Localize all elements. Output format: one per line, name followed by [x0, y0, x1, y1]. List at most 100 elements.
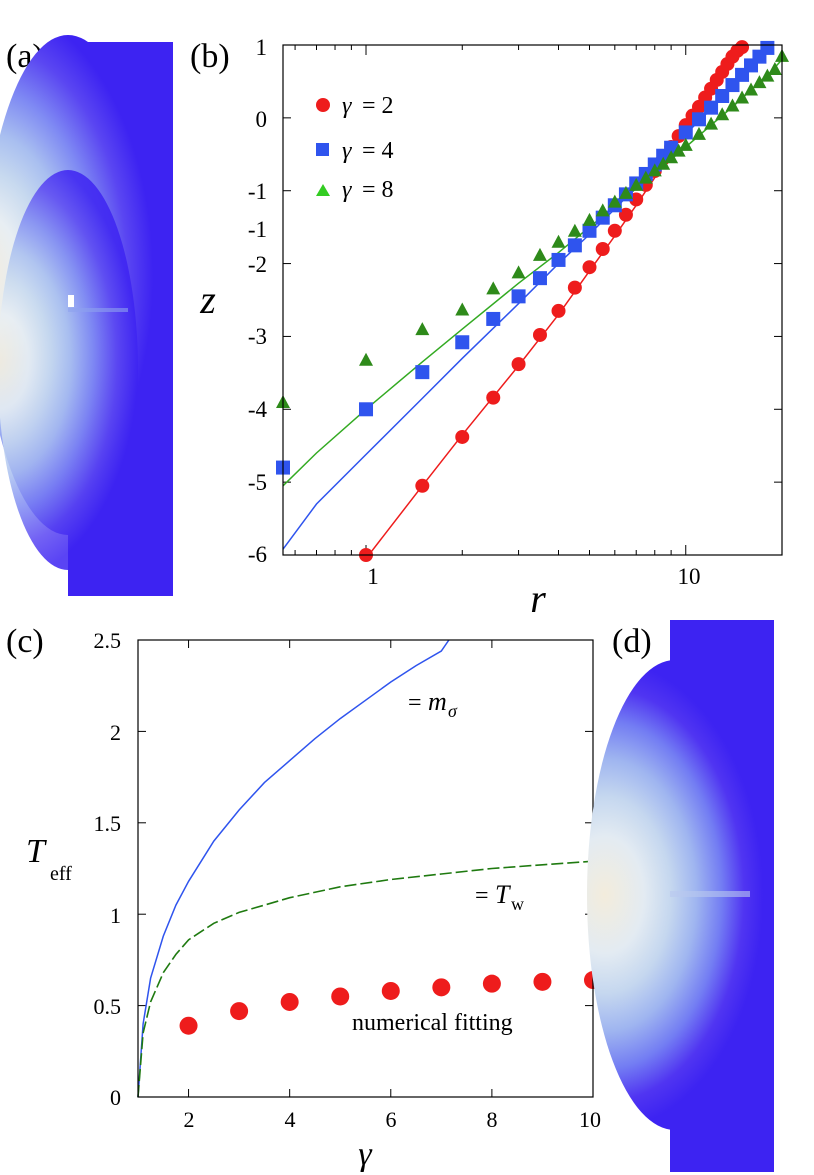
b-point-gamma4: [715, 89, 730, 103]
c-label-tw-sym: T: [495, 880, 511, 909]
b-point-gamma2: [607, 223, 622, 238]
b-point-gamma4: [760, 40, 775, 55]
c-ylabel: T: [26, 833, 47, 870]
c-ytick-label: 1: [110, 903, 121, 928]
b-ytick-label: -2: [248, 252, 267, 277]
b-point-gamma8: [704, 116, 719, 130]
panel-a: (a): [0, 35, 173, 596]
b-ytick-label: -6: [248, 542, 267, 567]
panel-c: (c) 2.5 2 1.5 1 0.5 0 2 4 6 8 10 γ T eff…: [6, 623, 602, 1173]
b-point-gamma8: [744, 82, 759, 96]
c-xtick-label: 10: [579, 1107, 601, 1132]
c-xlabel: γ: [358, 1136, 373, 1173]
b-point-gamma8: [656, 156, 671, 170]
legend-gamma-value: = 2: [362, 93, 394, 119]
b-ytick-label: 1: [256, 35, 268, 60]
b-point-gamma4: [359, 402, 374, 417]
b-fit-line-3: [282, 59, 783, 487]
chart-b: [276, 40, 789, 562]
b-point-gamma8: [551, 234, 566, 248]
c-xtick-label: 2: [184, 1107, 195, 1132]
b-point-gamma8: [359, 352, 374, 366]
legend-marker-circle: [316, 98, 330, 112]
b-point-gamma4: [691, 112, 706, 127]
b-ytick-label: -1: [248, 179, 267, 204]
b-point-gamma4: [704, 100, 719, 115]
c-label-m-sigma-sym: m: [428, 687, 447, 716]
b-point-gamma8: [691, 126, 706, 140]
b-point-gamma2: [551, 303, 566, 318]
b-point-gamma4: [567, 238, 582, 253]
c-point-numerical-fitting: [381, 981, 400, 1000]
c-label-tw-sub: w: [511, 894, 524, 914]
b-ytick-label: -5: [248, 470, 267, 495]
b-point-gamma2: [595, 242, 610, 256]
b-ytick-label: -1: [248, 217, 267, 242]
b-point-gamma8: [607, 194, 622, 208]
b-point-gamma4: [486, 311, 501, 326]
c-label-numerical-fitting: numerical fitting: [352, 1010, 513, 1036]
b-point-gamma8: [715, 107, 730, 121]
b-ytick-label: -3: [248, 324, 267, 349]
panel-d: (d): [587, 620, 774, 1172]
b-point-gamma2: [567, 280, 582, 295]
c-xtick-label: 6: [386, 1107, 397, 1132]
c-label-m-sigma-sub: σ: [448, 701, 458, 721]
c-ylabel-sub: eff: [50, 863, 72, 885]
c-label-m-sigma-eq: =: [408, 690, 422, 716]
b-point-gamma8: [567, 223, 582, 237]
legend-gamma: γ: [342, 93, 352, 119]
c-line-m-sigma: [137, 639, 450, 1098]
b-ylabel: z: [199, 277, 216, 322]
b-point-gamma8: [629, 177, 644, 191]
b-xtick-label: 10: [678, 564, 701, 589]
contour-a-source: [68, 295, 74, 307]
b-ytick-label: 0: [256, 107, 268, 132]
b-xlabel: r: [530, 576, 546, 621]
panel-c-label: (c): [6, 623, 44, 660]
legend-gamma: γ: [342, 138, 352, 164]
c-label-tw-eq: =: [475, 883, 489, 909]
legend-gamma: γ: [342, 177, 352, 203]
contour-a-lower-lobe: [0, 170, 138, 570]
b-point-gamma8: [511, 265, 526, 279]
b-point-gamma4: [455, 335, 470, 350]
chart-b-frame: [282, 44, 783, 556]
c-point-numerical-fitting: [533, 972, 552, 991]
c-point-numerical-fitting: [230, 1002, 249, 1021]
c-ytick-label: 1.5: [94, 811, 122, 836]
b-point-gamma8: [678, 137, 693, 151]
b-point-gamma8: [752, 75, 767, 89]
b-point-gamma8: [760, 68, 775, 82]
c-point-numerical-fitting: [331, 987, 350, 1006]
b-point-gamma2: [618, 207, 633, 222]
c-ytick-label: 0: [110, 1085, 121, 1110]
b-point-gamma4: [582, 223, 597, 238]
b-point-gamma2: [735, 40, 750, 55]
b-point-gamma4: [532, 271, 547, 286]
b-point-gamma8: [735, 90, 750, 104]
b-point-gamma8: [532, 247, 547, 261]
b-ytick-label: -4: [248, 397, 268, 422]
c-ytick-label: 2: [110, 720, 121, 745]
b-point-gamma2: [511, 357, 526, 372]
b-point-gamma8: [595, 203, 610, 217]
c-ytick-label: 2.5: [94, 628, 122, 653]
b-point-gamma4: [551, 252, 566, 267]
b-point-gamma4: [415, 365, 430, 380]
contour-d-midline: [670, 891, 750, 897]
b-point-gamma8: [486, 281, 501, 295]
b-point-gamma2: [532, 327, 547, 342]
b-xtick-label: 1: [367, 564, 379, 589]
panel-d-label: (d): [612, 623, 652, 660]
b-point-gamma4: [678, 125, 693, 140]
b-point-gamma8: [671, 143, 686, 157]
panel-b-label: (b): [190, 38, 230, 75]
contour-a-midline: [68, 308, 128, 312]
c-point-numerical-fitting: [482, 974, 501, 993]
c-point-numerical-fitting: [179, 1016, 198, 1035]
b-point-gamma8: [582, 212, 597, 226]
legend-gamma-value: = 4: [362, 138, 394, 164]
b-point-gamma8: [725, 98, 740, 112]
